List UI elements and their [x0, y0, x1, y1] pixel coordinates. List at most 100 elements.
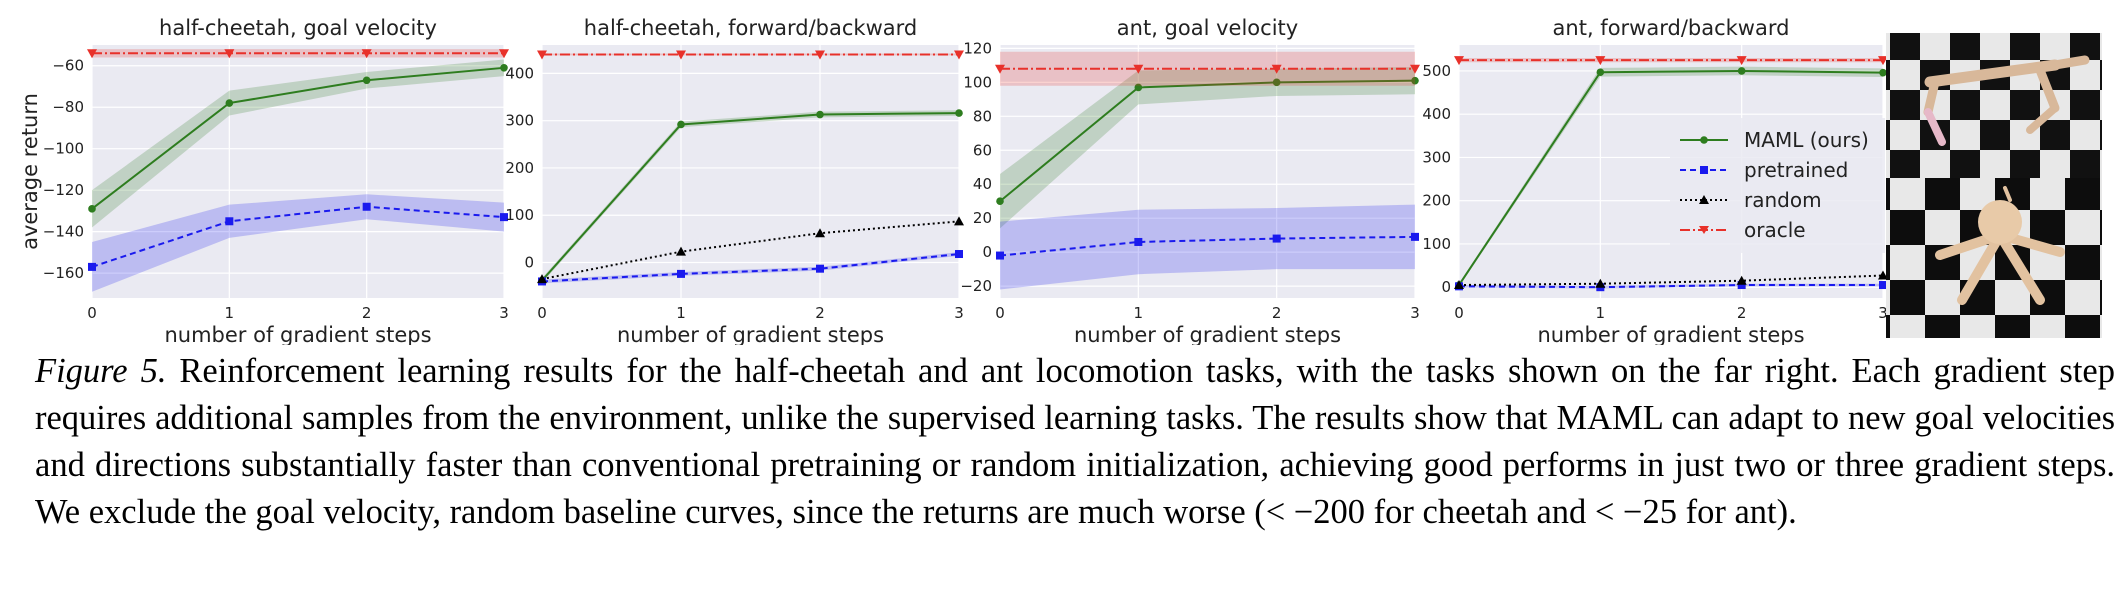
- y-tick-label: 100: [505, 206, 534, 224]
- x-tick-label: 2: [362, 304, 372, 322]
- y-tick-label: 0: [1441, 278, 1451, 296]
- x-tick-label: 3: [1410, 304, 1420, 322]
- point-pretrained: [677, 269, 685, 278]
- legend-label-oracle: oracle: [1744, 218, 1806, 242]
- point-pretrained: [1272, 234, 1281, 243]
- x-tick-label: 0: [537, 304, 547, 322]
- point-oracle: [224, 49, 235, 59]
- point-pretrained: [1879, 281, 1887, 290]
- chart-title: half-cheetah, goal velocity: [159, 16, 437, 40]
- chart-title: half-cheetah, forward/backward: [584, 16, 917, 40]
- x-tick-label: 0: [87, 304, 97, 322]
- caption-line-4: performs in just two or three gradient s…: [35, 446, 2115, 531]
- point-oracle: [1595, 56, 1606, 66]
- x-tick-label: 2: [1272, 304, 1282, 322]
- point-oracle: [1410, 64, 1420, 74]
- point-maml: [500, 64, 508, 72]
- point-oracle: [537, 50, 547, 60]
- plot-area: [1000, 45, 1415, 298]
- point-random: [676, 246, 686, 256]
- point-maml: [1272, 78, 1281, 87]
- series-line-maml: [1458, 69, 1884, 286]
- x-tick-label: 0: [995, 304, 1005, 322]
- y-tick-label: −140: [43, 223, 84, 241]
- point-maml: [362, 76, 371, 85]
- legend-entry-pretrained: pretrained: [1680, 158, 1848, 182]
- y-tick-label: 300: [505, 112, 534, 130]
- x-tick-label: 2: [1737, 304, 1747, 322]
- figure-caption: Figure 5. Reinforcement learning results…: [35, 348, 2115, 536]
- y-tick-label: 200: [1422, 192, 1451, 210]
- point-pretrained: [1134, 237, 1143, 246]
- point-oracle: [676, 50, 686, 60]
- band-pretrained: [92, 194, 504, 292]
- y-tick-label: 0: [982, 243, 992, 261]
- point-maml: [955, 109, 963, 117]
- legend: MAML (ours) pretrained random oracle: [1670, 118, 1885, 253]
- x-tick-label: 3: [499, 304, 509, 322]
- legend-label-maml: MAML (ours): [1744, 128, 1869, 152]
- point-maml: [88, 205, 96, 213]
- series-line-random: [1458, 274, 1884, 287]
- point-maml: [677, 120, 685, 129]
- cheetah-render-floor: [1886, 33, 2102, 178]
- series-line-pretrained: [1458, 284, 1883, 289]
- band-maml: [92, 59, 504, 228]
- y-tick-label: −160: [43, 264, 84, 282]
- x-tick-label: 1: [1134, 304, 1144, 322]
- y-tick-label: −60: [52, 57, 84, 75]
- x-axis-label: number of gradient steps: [617, 323, 884, 345]
- chart-panel-2: 0 1 2 3 0 100 200 300 400 half-cheetah, forward/b…: [505, 16, 964, 345]
- point-pretrained: [225, 217, 234, 226]
- point-oracle: [1878, 56, 1888, 66]
- point-pretrained: [955, 250, 963, 259]
- point-maml: [1134, 83, 1143, 92]
- point-maml: [1879, 68, 1887, 77]
- legend-label-random: random: [1744, 188, 1822, 212]
- point-maml: [1411, 76, 1419, 85]
- y-tick-label: 400: [505, 64, 534, 82]
- legend-entry-oracle: oracle: [1680, 218, 1806, 242]
- ant-figure: [1935, 186, 2065, 305]
- y-tick-label: 400: [1422, 105, 1451, 123]
- point-maml: [816, 110, 824, 119]
- y-tick-label: 40: [973, 175, 992, 193]
- legend-marker-random: [1699, 195, 1709, 204]
- y-tick-label: 20: [973, 209, 992, 227]
- point-random: [537, 274, 547, 284]
- plot-area: [542, 45, 959, 298]
- caption-line-1: Reinforcement learning results for the h…: [179, 352, 1921, 390]
- y-tick-label: 200: [505, 159, 534, 177]
- y-tick-label: −80: [52, 98, 84, 116]
- y-tick-label: −100: [43, 140, 84, 158]
- y-tick-label: 60: [973, 141, 992, 159]
- x-tick-label: 3: [1878, 304, 1888, 322]
- y-tick-label: 300: [1422, 148, 1451, 166]
- point-random: [815, 228, 825, 238]
- caption-line-3: adapt to new goal velocities and directi…: [35, 399, 2115, 484]
- point-random: [1454, 280, 1464, 290]
- point-pretrained: [1411, 232, 1419, 241]
- point-oracle: [1454, 56, 1464, 66]
- point-oracle: [1133, 64, 1144, 74]
- y-tick-label: 500: [1422, 62, 1451, 80]
- point-pretrained: [88, 262, 96, 271]
- point-oracle: [954, 50, 964, 60]
- point-maml: [1737, 67, 1746, 75]
- x-tick-label: 2: [815, 304, 825, 322]
- x-axis-label: number of gradient steps: [1074, 323, 1341, 345]
- point-maml: [1596, 68, 1605, 77]
- task-render-image: [1886, 33, 2102, 338]
- x-tick-label: 1: [225, 304, 235, 322]
- point-oracle: [1736, 56, 1747, 66]
- series-line-maml: [999, 79, 1416, 202]
- figure-label: Figure 5.: [35, 352, 167, 390]
- point-pretrained: [816, 264, 824, 273]
- chart-panels: 0 1 2 3 −160 −140 −120 −100 −80 −60 half-cheetah, …: [18, 16, 1888, 345]
- y-tick-label: 120: [963, 39, 992, 57]
- band-pretrained: [1000, 204, 1415, 290]
- point-random: [1595, 278, 1606, 288]
- point-maml: [996, 197, 1004, 206]
- point-oracle: [87, 49, 97, 59]
- y-tick-label: −120: [43, 181, 84, 199]
